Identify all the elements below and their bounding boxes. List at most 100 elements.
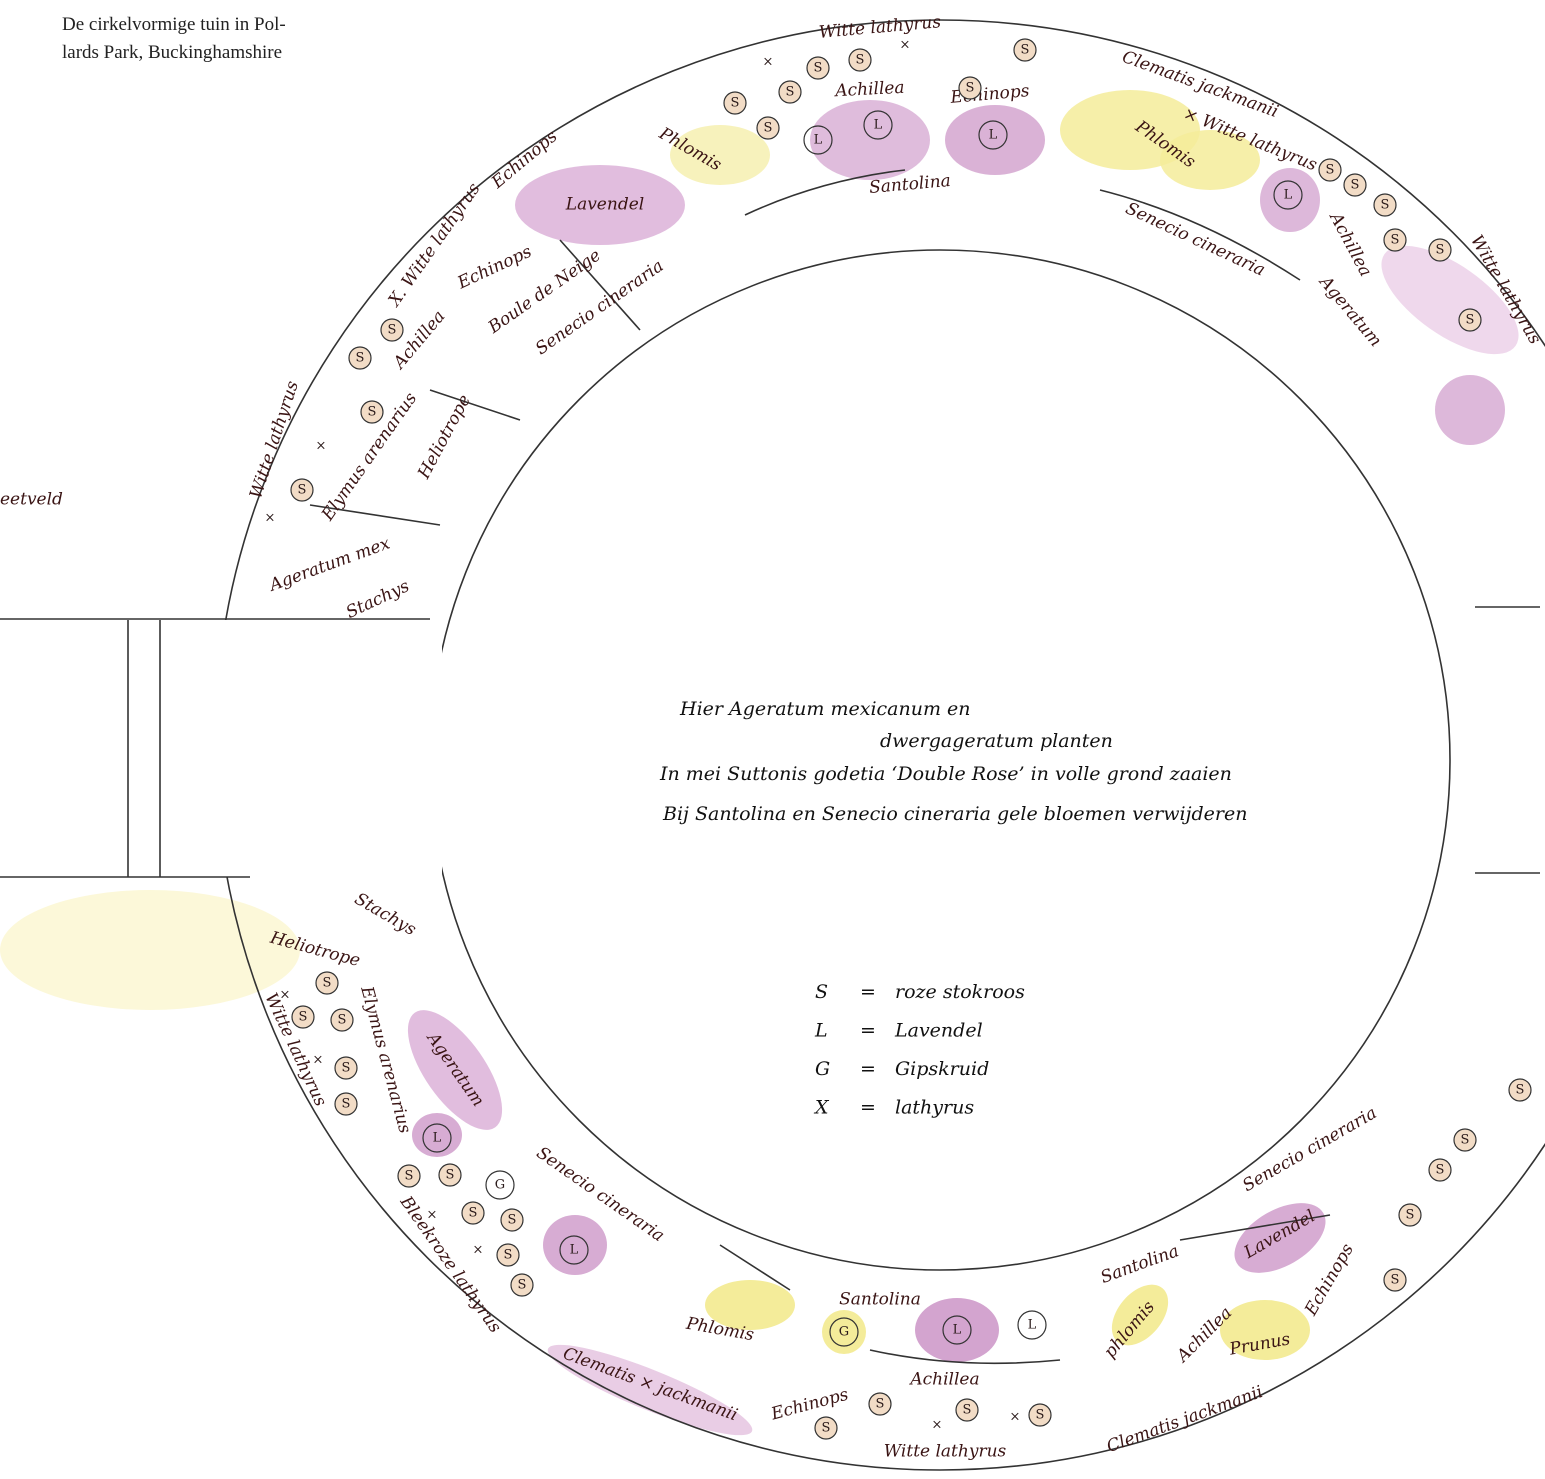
marker-letter: × [316, 439, 327, 454]
legend-sign: = [860, 1020, 876, 1042]
plant-label: Echinops [454, 242, 535, 294]
plant-label: Achillea [908, 1370, 979, 1390]
marker-letter: S [1436, 1163, 1445, 1178]
marker-letter: S [1461, 1133, 1470, 1148]
legend-meaning: Gipskruid [895, 1058, 989, 1080]
marker-letter: S [966, 81, 975, 96]
marker-letter: S [764, 121, 773, 136]
marker-letter: S [299, 1010, 308, 1025]
marker-letter: S [356, 351, 365, 366]
marker-letter: S [822, 1421, 831, 1436]
note: Hier Ageratum mexicanum en [679, 698, 971, 720]
marker-letter: S [1021, 43, 1030, 58]
marker-letter: × [763, 55, 774, 70]
marker-letter: S [731, 96, 740, 111]
plant-label: Witte lathyrus [261, 990, 331, 1110]
notes: Hier Ageratum mexicanum en dwergageratum… [659, 698, 1247, 825]
marker-letter: L [1284, 188, 1293, 203]
plant-label: Senecio cineraria [1122, 199, 1268, 281]
marker-letter: S [405, 1169, 414, 1184]
legend-meaning: roze stokroos [895, 981, 1025, 1003]
plant-label: Achillea [388, 307, 449, 374]
marker-letter: S [1036, 1408, 1045, 1423]
marker-letter: × [473, 1243, 484, 1258]
legend-sign: = [860, 1097, 876, 1119]
marker-letter: S [342, 1097, 351, 1112]
plant-label: Echinops [1301, 1240, 1359, 1320]
marker-letter: S [1391, 1273, 1400, 1288]
marker-letter: × [900, 38, 911, 53]
marker-letter: S [446, 1168, 455, 1183]
plant-label: Witte lathyrus [818, 12, 942, 43]
legend-sign: = [860, 1058, 876, 1080]
marker-letter: G [839, 1325, 849, 1340]
marker-letter: S [1326, 163, 1335, 178]
legend: S = roze stokroos L = Lavendel G = Gipskruid X = la… [813, 981, 1025, 1119]
legend-meaning: lathyrus [895, 1097, 974, 1119]
plant-label: Clematis jackmanii [1104, 1382, 1265, 1457]
note: Bij Santolina en Senecio cineraria gele … [662, 803, 1247, 825]
plant-label: Ageratum mex [265, 533, 393, 596]
marker-letter: S [856, 53, 865, 68]
marker-letter: S [1466, 313, 1475, 328]
legend-symbol: L [814, 1020, 828, 1042]
legend-meaning: Lavendel [894, 1020, 983, 1042]
marker-letter: S [876, 1397, 885, 1412]
plant-label: X. Witte lathyrus [384, 179, 485, 311]
plant-label: Santolina [839, 1290, 921, 1310]
plant-label: Elymus arenarius [356, 983, 415, 1136]
marker-letter: S [338, 1013, 347, 1028]
marker-letter: S [963, 1403, 972, 1418]
marker-letter: S [786, 85, 795, 100]
marker-letter: × [280, 988, 291, 1003]
marker-letter: S [1351, 178, 1360, 193]
marker-letter: S [1516, 1083, 1525, 1098]
caption-line: De cirkelvormige tuin in Pol- [62, 14, 286, 35]
marker-letter: S [1406, 1208, 1415, 1223]
marker-letter: L [814, 133, 823, 148]
marker-letter: S [323, 976, 332, 991]
plant-label: Santolina [1098, 1241, 1182, 1288]
marker-letter: S [1381, 198, 1390, 213]
marker-letter: S [298, 483, 307, 498]
marker-letter: L [570, 1243, 579, 1258]
marker-letter: × [932, 1418, 943, 1433]
plant-label: Senecio cineraria [1239, 1103, 1380, 1196]
legend-symbol: S [815, 981, 828, 1003]
plant-label: Stachys [343, 576, 413, 623]
marker-letter: S [469, 1206, 478, 1221]
marker-letter: S [1436, 243, 1445, 258]
plant-label: Senecio cineraria [532, 256, 667, 359]
side-label: eetveld [0, 490, 63, 510]
marker-letter: G [495, 1178, 505, 1193]
plant-label: Lavendel [565, 195, 644, 215]
marker-letter: × [427, 1208, 438, 1223]
plant-label: Witte lathyrus [884, 1442, 1007, 1462]
plant-label: Stachys [351, 889, 420, 940]
plant-label: Echinops [768, 1385, 851, 1425]
marker-letter: S [814, 61, 823, 76]
marker-letter: × [313, 1053, 324, 1068]
marker-letter: L [953, 1323, 962, 1338]
marker-letter: L [874, 118, 883, 133]
plant-label: Clematis × jackmanii [560, 1344, 740, 1426]
marker-letter: S [388, 323, 397, 338]
plant-label: Ageratum [1314, 271, 1385, 351]
marker-letter: S [342, 1061, 351, 1076]
marker-letter: L [433, 1131, 442, 1146]
note: In mei Suttonis godetia ‘Double Rose’ in… [659, 763, 1232, 785]
marker-letter: L [989, 128, 998, 143]
marker-letter: S [518, 1278, 527, 1293]
marker-letter: S [504, 1248, 513, 1263]
caption-line: lards Park, Buckinghamshire [62, 42, 282, 63]
legend-symbol: X [813, 1097, 830, 1119]
plant-label: Achillea [1324, 208, 1375, 280]
garden-plan: De cirkelvormige tuin in Pol- lards Park… [0, 0, 1545, 1479]
marker-letter: S [508, 1213, 517, 1228]
marker-letter: L [1028, 1318, 1037, 1333]
legend-symbol: G [815, 1058, 830, 1080]
legend-sign: = [860, 981, 876, 1003]
plant-label: Heliotrope [414, 391, 475, 483]
marker-letter: × [1010, 1410, 1021, 1425]
marker-letter: S [368, 405, 377, 420]
